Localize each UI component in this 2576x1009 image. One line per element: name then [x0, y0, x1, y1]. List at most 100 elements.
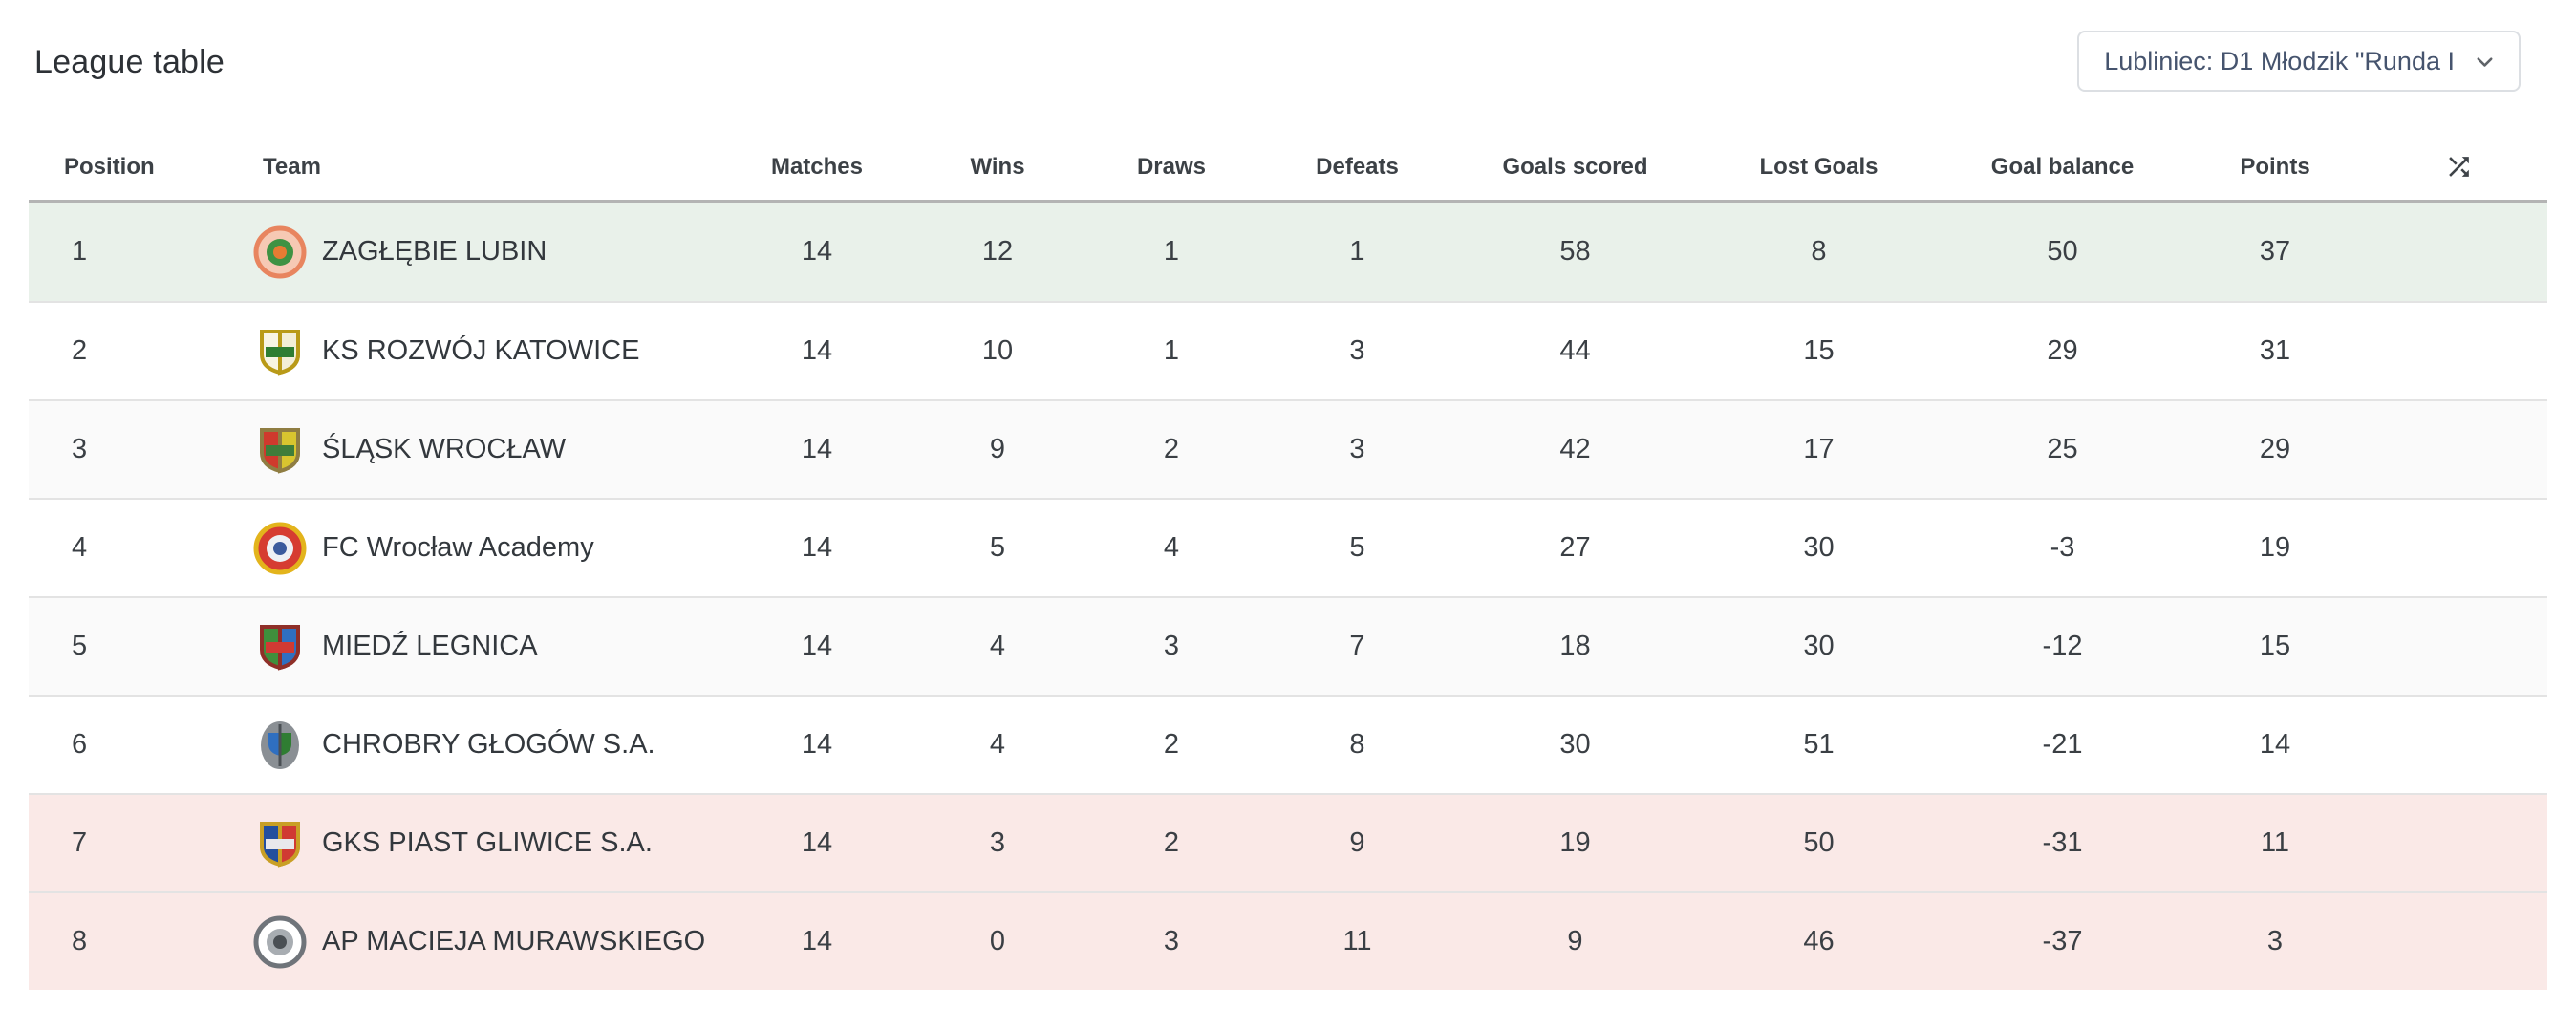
goals-scored-cell: 19	[1559, 827, 1591, 858]
team-name: KS ROZWÓJ KATOWICE	[322, 335, 640, 366]
matches-cell: 14	[801, 236, 833, 267]
position-cell: 6	[72, 729, 88, 760]
table-row: 4 FC Wrocław Academy 14 5 4 5 27 30 -3 19	[29, 498, 2547, 596]
goals-scored-cell: 58	[1559, 236, 1591, 267]
table-row: 2 KS ROZWÓJ KATOWICE 14 10 1 3 44 15 29 31	[29, 301, 2547, 399]
matches-cell: 14	[801, 631, 833, 661]
draws-cell: 2	[1163, 434, 1180, 464]
col-header-goal-balance: Goal balance	[1990, 153, 2135, 180]
team-cell[interactable]: KS ROZWÓJ KATOWICE	[220, 325, 724, 378]
position-cell: 4	[72, 532, 88, 563]
goal-balance-cell: -21	[2042, 729, 2083, 760]
points-cell: 14	[2259, 729, 2291, 760]
wins-cell: 9	[989, 434, 1006, 464]
goals-scored-cell: 44	[1559, 335, 1591, 366]
goal-balance-cell: 50	[2047, 236, 2078, 267]
goals-scored-cell: 42	[1559, 434, 1591, 464]
wins-cell: 4	[989, 631, 1006, 661]
team-cell[interactable]: ZAGŁĘBIE LUBIN	[220, 225, 724, 279]
club-badge-icon	[253, 719, 307, 772]
table-row: 7 GKS PIAST GLIWICE S.A. 14 3 2 9 19 50 -31 11	[29, 793, 2547, 891]
league-table: Position Team Matches Wins Draws Defeats Goals…	[29, 134, 2547, 990]
lost-goals-cell: 30	[1803, 532, 1835, 563]
wins-cell: 10	[981, 335, 1014, 366]
draws-cell: 2	[1163, 729, 1180, 760]
goal-balance-cell: -37	[2042, 926, 2083, 956]
matches-cell: 14	[801, 926, 833, 956]
table-row: 6 CHROBRY GŁOGÓW S.A. 14 4 2 8 30 51 -21 14	[29, 695, 2547, 793]
draws-cell: 1	[1163, 335, 1180, 366]
defeats-cell: 5	[1349, 532, 1365, 563]
col-header-goals-scored: Goals scored	[1502, 153, 1648, 180]
table-body: 1 ZAGŁĘBIE LUBIN 14 12 1 1 58 8 50 37 2 KS ROZWÓJ K…	[29, 203, 2547, 990]
col-header-points: Points	[2240, 153, 2310, 180]
wins-cell: 12	[981, 236, 1014, 267]
wins-cell: 0	[989, 926, 1006, 956]
lost-goals-cell: 50	[1803, 827, 1835, 858]
defeats-cell: 3	[1349, 434, 1365, 464]
col-header-matches: Matches	[770, 153, 864, 180]
wins-cell: 5	[989, 532, 1006, 563]
matches-cell: 14	[801, 827, 833, 858]
draws-cell: 1	[1163, 236, 1180, 267]
defeats-cell: 9	[1349, 827, 1365, 858]
col-header-team: Team	[263, 153, 321, 180]
position-cell: 1	[72, 236, 88, 267]
team-name: ZAGŁĘBIE LUBIN	[322, 236, 547, 267]
goal-balance-cell: -31	[2042, 827, 2083, 858]
matches-cell: 14	[801, 335, 833, 366]
table-row: 1 ZAGŁĘBIE LUBIN 14 12 1 1 58 8 50 37	[29, 203, 2547, 301]
lost-goals-cell: 15	[1803, 335, 1835, 366]
club-badge-icon	[253, 522, 307, 575]
team-cell[interactable]: GKS PIAST GLIWICE S.A.	[220, 817, 724, 870]
col-header-lost-goals: Lost Goals	[1759, 153, 1878, 180]
points-cell: 15	[2259, 631, 2291, 661]
team-cell[interactable]: FC Wrocław Academy	[220, 522, 724, 575]
goal-balance-cell: 25	[2047, 434, 2078, 464]
club-badge-icon	[253, 325, 307, 378]
team-name: ŚLĄSK WROCŁAW	[322, 434, 567, 464]
lost-goals-cell: 46	[1803, 926, 1835, 956]
goals-scored-cell: 18	[1559, 631, 1591, 661]
defeats-cell: 11	[1342, 926, 1372, 956]
club-badge-icon	[253, 423, 307, 477]
goals-scored-cell: 27	[1559, 532, 1591, 563]
team-name: CHROBRY GŁOGÓW S.A.	[322, 729, 655, 760]
table-header-row: Position Team Matches Wins Draws Defeats Goals…	[29, 134, 2547, 203]
points-cell: 11	[2260, 827, 2290, 858]
defeats-cell: 1	[1349, 236, 1365, 267]
team-cell[interactable]: CHROBRY GŁOGÓW S.A.	[220, 719, 724, 772]
chevron-down-icon	[2472, 49, 2498, 75]
lost-goals-cell: 30	[1803, 631, 1835, 661]
team-cell[interactable]: ŚLĄSK WROCŁAW	[220, 423, 724, 477]
goal-balance-cell: -3	[2050, 532, 2075, 563]
club-badge-icon	[253, 620, 307, 674]
col-header-defeats: Defeats	[1316, 153, 1399, 180]
col-header-wins: Wins	[970, 153, 1025, 180]
topbar: League table Lubliniec: D1 Młodzik "Rund…	[0, 0, 2576, 134]
table-row: 3 ŚLĄSK WROCŁAW 14 9 2 3 42 17 25 29	[29, 399, 2547, 498]
table-row: 5 MIEDŹ LEGNICA 14 4 3 7 18 30 -12 15	[29, 596, 2547, 695]
draws-cell: 3	[1163, 631, 1180, 661]
team-name: FC Wrocław Academy	[322, 532, 594, 563]
col-header-position: Position	[64, 153, 155, 180]
team-name: GKS PIAST GLIWICE S.A.	[322, 827, 653, 858]
matches-cell: 14	[801, 434, 833, 464]
position-cell: 5	[72, 631, 88, 661]
col-header-draws: Draws	[1136, 153, 1207, 180]
shuffle-icon[interactable]	[2370, 152, 2547, 182]
defeats-cell: 8	[1349, 729, 1365, 760]
points-cell: 37	[2259, 236, 2291, 267]
lost-goals-cell: 51	[1803, 729, 1835, 760]
defeats-cell: 3	[1349, 335, 1365, 366]
wins-cell: 4	[989, 729, 1006, 760]
lost-goals-cell: 17	[1803, 434, 1835, 464]
team-cell[interactable]: MIEDŹ LEGNICA	[220, 620, 724, 674]
points-cell: 19	[2259, 532, 2291, 563]
league-select-value: Lubliniec: D1 Młodzik "Runda I	[2104, 46, 2455, 75]
position-cell: 8	[72, 926, 88, 956]
team-cell[interactable]: AP MACIEJA MURAWSKIEGO	[220, 915, 724, 969]
league-select[interactable]: Lubliniec: D1 Młodzik "Runda I	[2077, 31, 2521, 92]
matches-cell: 14	[801, 729, 833, 760]
goals-scored-cell: 30	[1559, 729, 1591, 760]
